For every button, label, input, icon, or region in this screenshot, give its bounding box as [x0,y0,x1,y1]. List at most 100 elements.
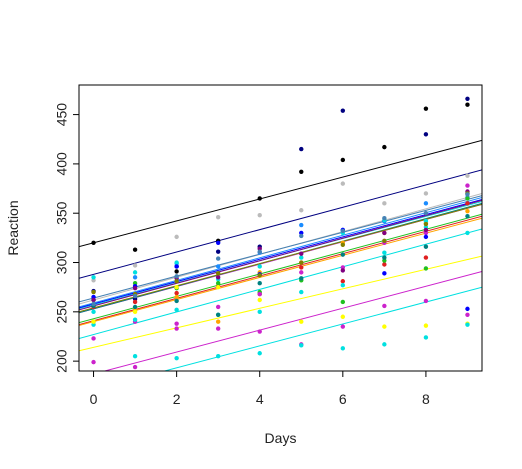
data-point-s16-8 [423,227,429,233]
data-point-s17-6 [340,242,346,247]
fit-line-18 [79,195,482,303]
data-point-s9-2 [174,326,179,331]
data-points-layer [91,96,470,370]
data-point-s17-2 [174,279,179,284]
data-point-s11-6 [340,314,346,319]
data-point-s8-3 [215,319,221,324]
data-point-s16-1 [132,285,138,291]
data-point-s11-7 [382,324,387,329]
data-point-s18-3 [215,256,221,261]
data-point-s7-8 [423,266,429,271]
data-point-s4-1 [132,275,138,280]
data-point-s5-2 [174,260,179,265]
fit-line-17 [79,203,482,313]
x-tick-label: 4 [256,391,264,407]
data-point-s11-0 [91,319,96,324]
data-point-s3-3 [215,214,221,220]
data-point-s14-9 [465,306,470,312]
data-point-s14-8 [423,234,429,240]
data-point-s12-4 [257,329,262,334]
data-point-s12-9 [465,312,470,317]
data-point-s15-3 [215,312,221,317]
data-point-s16-6 [340,268,346,273]
data-point-s11-1 [132,309,138,315]
data-point-s17-7 [382,238,387,244]
data-point-s11-8 [423,323,429,328]
data-point-s13-4 [257,351,262,356]
data-point-s9-5 [299,270,304,275]
data-point-s10-4 [257,309,262,315]
data-point-s3-4 [257,212,262,218]
fit-line-14 [79,198,482,309]
fit-line-1 [79,139,482,248]
data-point-s13-8 [423,335,429,340]
data-point-s6-5 [299,265,304,270]
data-point-s6-1 [132,299,138,305]
fit-line-6 [79,215,482,326]
fit-line-10 [79,228,482,339]
data-point-s15-6 [340,252,346,257]
data-point-s10-7 [382,250,387,255]
data-point-s15-1 [132,304,138,310]
data-point-s6-6 [340,279,346,284]
data-point-s12-7 [382,303,387,309]
fit-line-16 [79,199,482,311]
data-point-s5-0 [91,275,96,280]
data-point-s13-0 [91,309,96,315]
x-axis-title: Days [265,430,297,446]
data-point-s13-6 [340,346,346,351]
data-point-s12-6 [340,324,346,329]
data-point-s11-2 [174,284,179,290]
data-point-s17-8 [423,221,429,227]
data-point-s15-8 [423,244,429,249]
data-point-s3-8 [423,191,429,196]
data-point-s14-2 [174,264,179,269]
data-point-s18-2 [174,274,179,279]
data-point-s5-4 [257,264,262,269]
data-point-s15-4 [257,281,262,286]
data-point-s1-9 [465,102,470,107]
data-point-s13-5 [299,343,304,348]
data-point-s17-4 [257,273,262,278]
data-point-s1-1 [132,247,138,252]
data-point-s15-9 [465,213,470,219]
fit-line-4 [79,196,482,308]
data-point-s18-0 [91,301,96,307]
data-point-s3-2 [174,234,179,240]
data-point-s14-3 [215,240,221,245]
data-point-s15-7 [382,255,387,260]
data-point-s1-0 [91,240,96,245]
data-point-s4-3 [215,264,221,269]
data-point-s7-6 [340,299,346,305]
data-point-s8-9 [465,209,470,214]
data-point-s18-1 [132,293,138,299]
data-point-s4-5 [299,222,304,228]
data-point-s5-5 [299,255,304,260]
data-point-s17-3 [215,271,221,276]
y-tick-label: 300 [54,251,70,275]
data-point-s9-9 [465,183,470,188]
data-point-s3-7 [382,201,387,206]
data-point-s6-7 [382,262,387,267]
data-point-s12-1 [132,364,138,370]
data-point-s13-9 [465,322,470,327]
data-point-s17-5 [299,260,304,265]
data-point-s7-9 [465,196,470,201]
data-point-s4-8 [423,201,429,206]
data-point-s6-8 [423,255,429,260]
data-point-s8-2 [174,294,179,300]
fit-line-7 [79,213,482,324]
data-point-s11-3 [215,284,221,290]
data-point-s3-5 [299,208,304,213]
data-point-s3-9 [465,173,470,178]
data-point-s11-5 [299,319,304,324]
data-point-s2-9 [465,96,470,102]
data-point-s2-8 [423,132,429,137]
plot-frame [78,84,483,372]
data-point-s6-9 [465,201,470,206]
fit-line-13 [162,286,482,371]
data-point-s1-5 [299,169,304,174]
data-point-s1-2 [174,269,179,274]
data-point-s3-1 [132,263,138,268]
